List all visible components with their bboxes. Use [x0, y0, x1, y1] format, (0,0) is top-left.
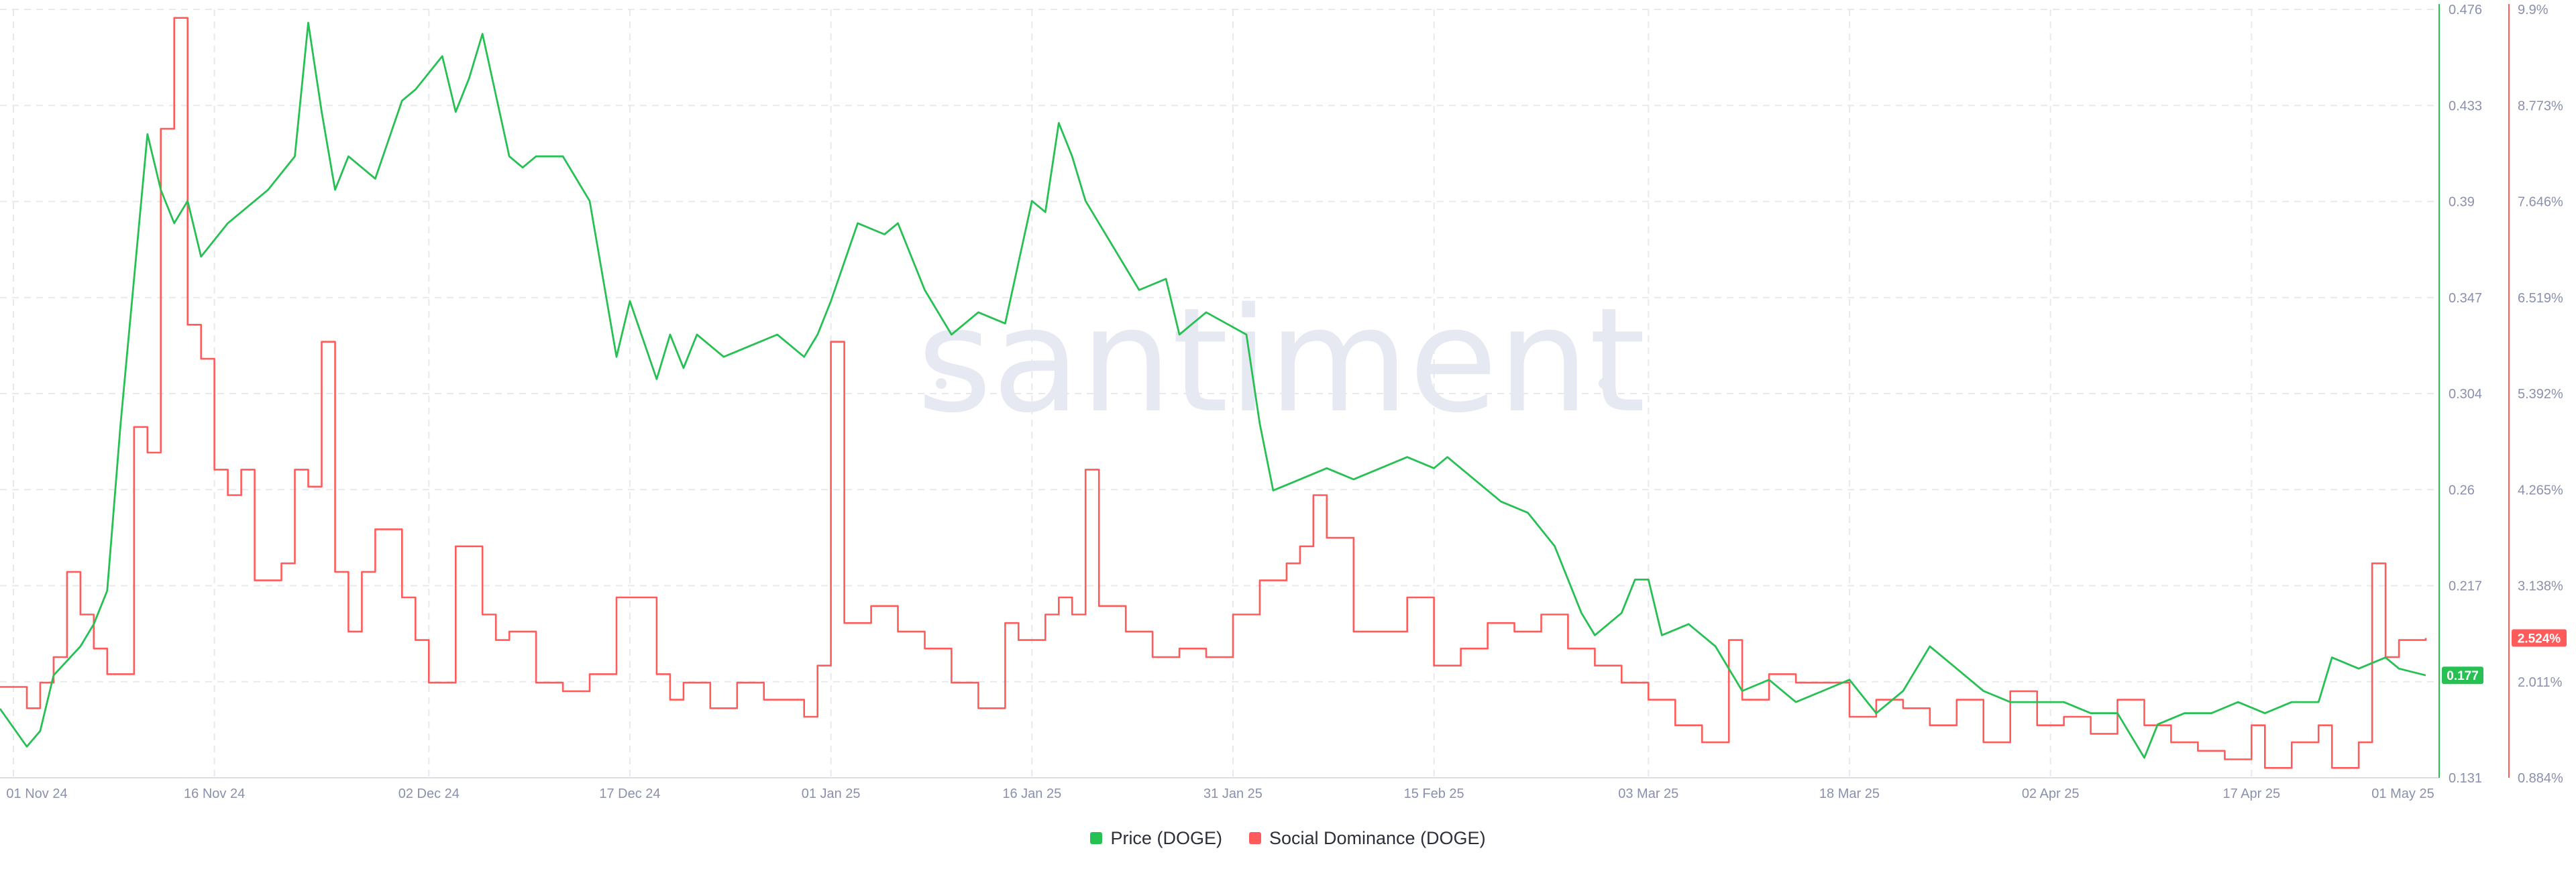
x-tick-label: 16 Nov 24: [184, 786, 245, 801]
social-tick-label: 2.011%: [2518, 675, 2563, 690]
social-tick-label: 8.773%: [2518, 99, 2563, 113]
social-tick-label: 5.392%: [2518, 387, 2563, 402]
price-tick-label: 0.347: [2449, 291, 2482, 306]
social-tick-label: 3.138%: [2518, 579, 2563, 594]
x-tick-label: 15 Feb 25: [1404, 786, 1464, 801]
price-swatch: [1090, 832, 1103, 844]
price-tick-label: 0.26: [2449, 483, 2475, 498]
price-current-badge: 0.177: [2447, 669, 2479, 683]
social-current-badge-bg: [2512, 629, 2567, 647]
social-dominance-line: [0, 17, 2427, 769]
tick-layer: 01 Nov 24 16 Nov 24 02 Dec 24 17 Dec 24 01 J…: [6, 3, 2563, 801]
social-tick-label: 9.9%: [2518, 3, 2548, 17]
social-swatch: [1248, 832, 1261, 844]
price-tick-label: 0.131: [2449, 771, 2482, 786]
badge-layer: 0.177 2.524%: [2442, 629, 2567, 685]
watermark-dot-right: [1599, 378, 1609, 389]
legend-item-price[interactable]: Price (DOGE): [1090, 828, 1222, 849]
price-tick-label: 0.476: [2449, 3, 2482, 17]
social-tick-label: 7.646%: [2518, 195, 2563, 210]
social-current-badge: 2.524%: [2518, 632, 2561, 646]
legend: Price (DOGE) Social Dominance (DOGE): [0, 823, 2576, 853]
x-tick-label: 16 Jan 25: [1002, 786, 1061, 801]
social-tick-label: 6.519%: [2518, 291, 2563, 306]
watermark-dot-left: [936, 378, 947, 389]
social-tick-label: 0.884%: [2518, 771, 2563, 786]
x-tick-label: 02 Dec 24: [398, 786, 460, 801]
legend-label-price: Price (DOGE): [1110, 827, 1222, 848]
price-current-badge-bg: [2442, 666, 2483, 685]
x-tick-label: 03 Mar 25: [1618, 786, 1678, 801]
x-tick-label: 18 Mar 25: [1819, 786, 1880, 801]
x-tick-label: 02 Apr 25: [2022, 786, 2080, 801]
x-tick-label: 01 Jan 25: [802, 786, 861, 801]
price-tick-label: 0.433: [2449, 99, 2482, 113]
x-tick-label: 17 Dec 24: [599, 786, 660, 801]
x-tick-label: 01 Nov 24: [6, 786, 67, 801]
social-tick-label: 4.265%: [2518, 483, 2563, 498]
price-line: [0, 21, 2426, 759]
x-tick-label: 17 Apr 25: [2222, 786, 2280, 801]
price-tick-label: 0.304: [2449, 387, 2482, 402]
legend-item-social[interactable]: Social Dominance (DOGE): [1248, 827, 1486, 849]
axis-layer: [0, 4, 2510, 778]
series-layer: [0, 17, 2427, 769]
legend-label-social: Social Dominance (DOGE): [1269, 827, 1486, 848]
price-tick-label: 0.217: [2449, 579, 2482, 594]
price-tick-label: 0.39: [2449, 195, 2475, 210]
santiment-watermark: santiment: [917, 276, 1646, 445]
x-tick-label: 31 Jan 25: [1203, 786, 1263, 801]
x-tick-label: 01 May 25: [2371, 786, 2434, 801]
